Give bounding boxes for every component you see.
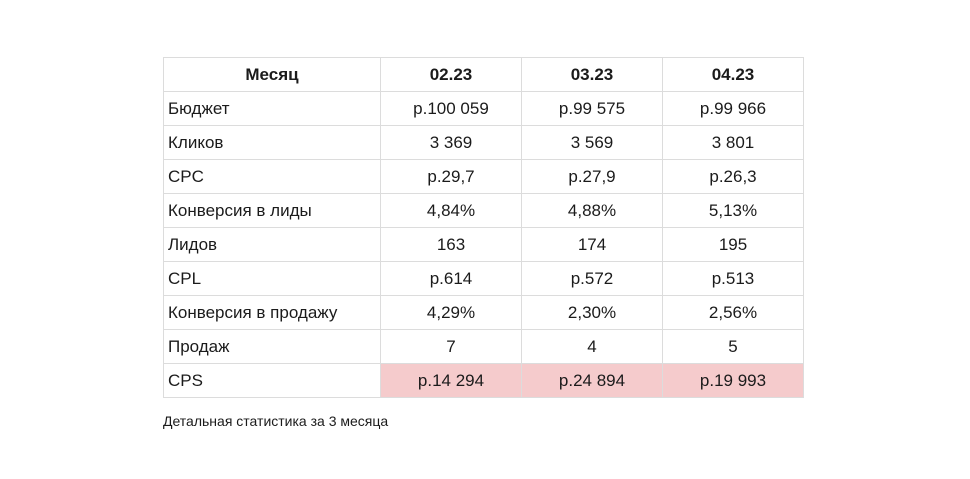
row-label: Лидов (163, 227, 381, 262)
table-cell: р.100 059 (380, 91, 522, 126)
table-cell: р.572 (521, 261, 663, 296)
stats-table: Месяц 02.23 03.23 04.23 Бюджет р.100 059… (163, 57, 804, 398)
header-month-label: Месяц (163, 57, 381, 92)
table-cell: 163 (380, 227, 522, 262)
table-row: Кликов 3 369 3 569 3 801 (163, 125, 804, 160)
table-row: Конверсия в лиды 4,84% 4,88% 5,13% (163, 193, 804, 228)
row-label: Конверсия в продажу (163, 295, 381, 330)
row-label: Продаж (163, 329, 381, 364)
header-month-3: 04.23 (662, 57, 804, 92)
header-month-2: 03.23 (521, 57, 663, 92)
table-cell: 4,84% (380, 193, 522, 228)
header-month-1: 02.23 (380, 57, 522, 92)
table-cell: 3 369 (380, 125, 522, 160)
table-cell: р.99 966 (662, 91, 804, 126)
table-cell: 3 801 (662, 125, 804, 160)
table-cell: 7 (380, 329, 522, 364)
table-caption: Детальная статистика за 3 месяца (163, 413, 389, 429)
table-cell: р.614 (380, 261, 522, 296)
row-label: Кликов (163, 125, 381, 160)
table-cell: р.513 (662, 261, 804, 296)
table-header-row: Месяц 02.23 03.23 04.23 (163, 57, 804, 92)
table-cell: 4 (521, 329, 663, 364)
highlighted-cell: р.19 993 (662, 363, 804, 398)
table-cell: р.99 575 (521, 91, 663, 126)
table-row-cps: CPS р.14 294 р.24 894 р.19 993 (163, 363, 804, 398)
table-cell: 4,88% (521, 193, 663, 228)
table-cell: 3 569 (521, 125, 663, 160)
row-label: Конверсия в лиды (163, 193, 381, 228)
table-cell: 2,56% (662, 295, 804, 330)
row-label: CPS (163, 363, 381, 398)
row-label: CPL (163, 261, 381, 296)
table-row: CPC р.29,7 р.27,9 р.26,3 (163, 159, 804, 194)
table-cell: 5 (662, 329, 804, 364)
table-cell: 2,30% (521, 295, 663, 330)
table-cell: 5,13% (662, 193, 804, 228)
table-row: Конверсия в продажу 4,29% 2,30% 2,56% (163, 295, 804, 330)
table-row: Лидов 163 174 195 (163, 227, 804, 262)
table-cell: р.27,9 (521, 159, 663, 194)
table-row: Продаж 7 4 5 (163, 329, 804, 364)
highlighted-cell: р.14 294 (380, 363, 522, 398)
table-cell: 195 (662, 227, 804, 262)
table-row: CPL р.614 р.572 р.513 (163, 261, 804, 296)
table-cell: 174 (521, 227, 663, 262)
highlighted-cell: р.24 894 (521, 363, 663, 398)
table-row: Бюджет р.100 059 р.99 575 р.99 966 (163, 91, 804, 126)
table-cell: 4,29% (380, 295, 522, 330)
row-label: CPC (163, 159, 381, 194)
row-label: Бюджет (163, 91, 381, 126)
table-cell: р.26,3 (662, 159, 804, 194)
table-cell: р.29,7 (380, 159, 522, 194)
